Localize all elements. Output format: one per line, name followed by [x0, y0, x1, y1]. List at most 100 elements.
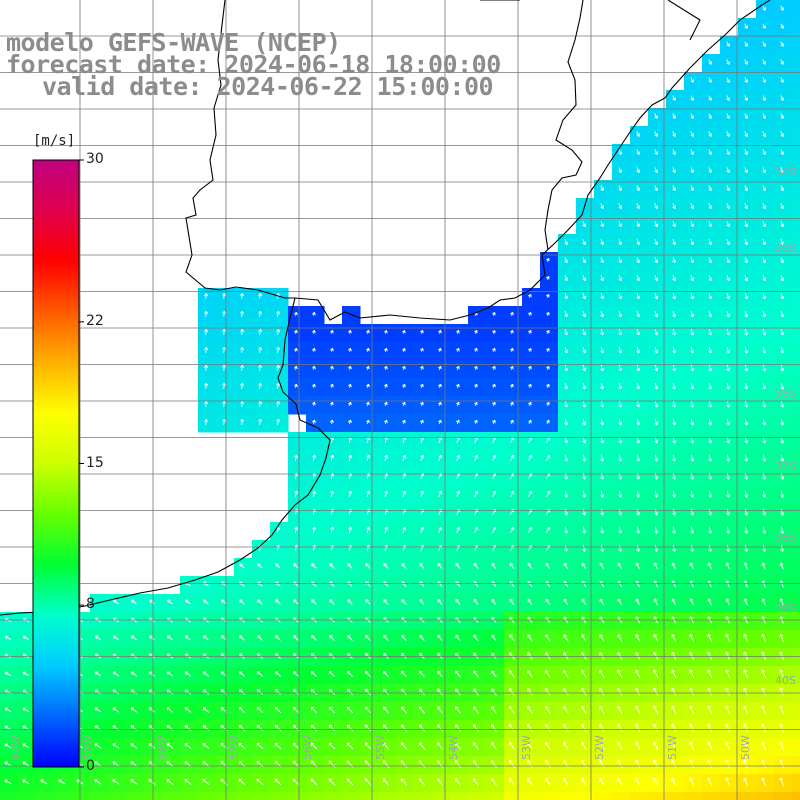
- wind-speed-cell: [522, 450, 541, 469]
- wind-speed-cell: [684, 666, 703, 685]
- wind-arrow: [456, 544, 461, 552]
- wind-arrow: [455, 652, 461, 660]
- wind-speed-cell: [468, 468, 487, 487]
- wind-speed-cell: [270, 378, 289, 397]
- wind-arrow: [202, 635, 209, 641]
- wind-arrow: [148, 689, 156, 695]
- wind-arrow: [636, 185, 641, 191]
- wind-arrow: [744, 131, 749, 137]
- wind-arrow: [636, 508, 641, 516]
- wind-speed-cell: [360, 540, 379, 559]
- wind-arrow: [311, 635, 317, 641]
- wind-arrow: [780, 59, 784, 65]
- wind-speed-cell: [216, 288, 235, 307]
- wind-arrow: [545, 526, 551, 534]
- wind-speed-cell: [540, 504, 559, 523]
- wind-arrow: [671, 777, 677, 787]
- wind-speed-cell: [198, 792, 217, 800]
- wind-arrow: [726, 203, 731, 210]
- wind-speed-cell: [414, 324, 433, 343]
- wind-arrow: [384, 347, 388, 352]
- wind-arrow: [654, 328, 659, 336]
- wind-arrow: [671, 687, 677, 697]
- wind-arrow: [617, 723, 623, 733]
- wind-speed-cell: [792, 558, 800, 577]
- wind-arrow: [636, 544, 641, 552]
- wind-speed-cell: [540, 792, 559, 800]
- wind-speed-cell: [522, 486, 541, 505]
- wind-arrow: [528, 419, 532, 425]
- wind-speed-cell: [306, 450, 325, 469]
- wind-speed-cell: [612, 774, 631, 793]
- wind-arrow: [762, 526, 767, 534]
- wind-arrow: [384, 526, 389, 534]
- wind-arrow: [672, 113, 676, 119]
- wind-arrow: [366, 329, 370, 334]
- wind-speed-cell: [342, 324, 361, 343]
- wind-arrow: [599, 741, 605, 751]
- wind-speed-cell: [378, 324, 397, 343]
- wind-arrow: [672, 310, 677, 318]
- wind-arrow: [347, 563, 353, 569]
- wind-arrow: [384, 419, 388, 425]
- wind-arrow: [420, 454, 425, 462]
- wind-arrow: [292, 724, 300, 732]
- wind-arrow: [528, 490, 533, 498]
- wind-arrow: [184, 743, 192, 749]
- wind-speed-cell: [468, 432, 487, 451]
- wind-speed-cell: [486, 792, 505, 800]
- wind-speed-cell: [324, 360, 343, 379]
- wind-arrow: [292, 670, 299, 677]
- wind-arrow: [744, 77, 748, 83]
- wind-speed-cell: [756, 558, 775, 577]
- wind-speed-cell: [270, 288, 289, 307]
- wind-arrow: [761, 723, 767, 733]
- wind-speed-cell: [684, 612, 703, 631]
- latitude-label: 37S: [775, 460, 796, 473]
- colorbar-unit: [m/s]: [33, 133, 76, 149]
- wind-arrow: [274, 742, 282, 750]
- wind-speed-cell: [0, 630, 19, 649]
- wind-arrow: [780, 113, 785, 119]
- wind-arrow: [618, 185, 623, 191]
- wind-arrow: [545, 562, 551, 570]
- wind-arrow: [636, 275, 641, 282]
- wind-arrow: [474, 401, 478, 407]
- wind-arrow: [527, 598, 533, 606]
- wind-speed-cell: [702, 774, 721, 793]
- wind-arrow: [510, 365, 514, 370]
- wind-speed-cell: [216, 414, 235, 433]
- wind-arrow: [492, 419, 496, 425]
- longitude-label: 53W: [520, 735, 533, 760]
- wind-arrow: [474, 329, 478, 334]
- wind-arrow: [492, 454, 497, 462]
- colorbar-tick-label: 8: [86, 596, 95, 613]
- wind-arrow: [690, 382, 695, 390]
- wind-arrow: [725, 562, 730, 570]
- wind-arrow: [311, 311, 316, 316]
- wind-speed-cell: [792, 378, 800, 397]
- wind-arrow: [312, 454, 317, 462]
- wind-arrow: [563, 651, 569, 660]
- wind-arrow: [780, 544, 785, 552]
- wind-arrow: [365, 599, 371, 605]
- wind-arrow: [148, 635, 155, 641]
- wind-speed-cell: [306, 342, 325, 361]
- wind-arrow: [762, 41, 766, 47]
- wind-arrow: [563, 669, 569, 678]
- wind-speed-cell: [324, 414, 343, 433]
- wind-arrow: [22, 761, 30, 767]
- wind-speed-cell: [738, 558, 757, 577]
- wind-arrow: [420, 490, 425, 498]
- wind-arrow: [166, 671, 174, 677]
- wind-arrow: [256, 742, 264, 750]
- wind-speed-cell: [396, 324, 415, 343]
- wind-speed-cell: [252, 360, 271, 379]
- wind-arrow: [527, 526, 533, 534]
- wind-arrow: [473, 688, 479, 696]
- wind-arrow: [293, 599, 299, 605]
- wind-speed-cell: [540, 414, 559, 433]
- wind-speed-cell: [288, 504, 307, 523]
- wind-speed-cell: [270, 306, 289, 325]
- wind-arrow: [204, 418, 209, 425]
